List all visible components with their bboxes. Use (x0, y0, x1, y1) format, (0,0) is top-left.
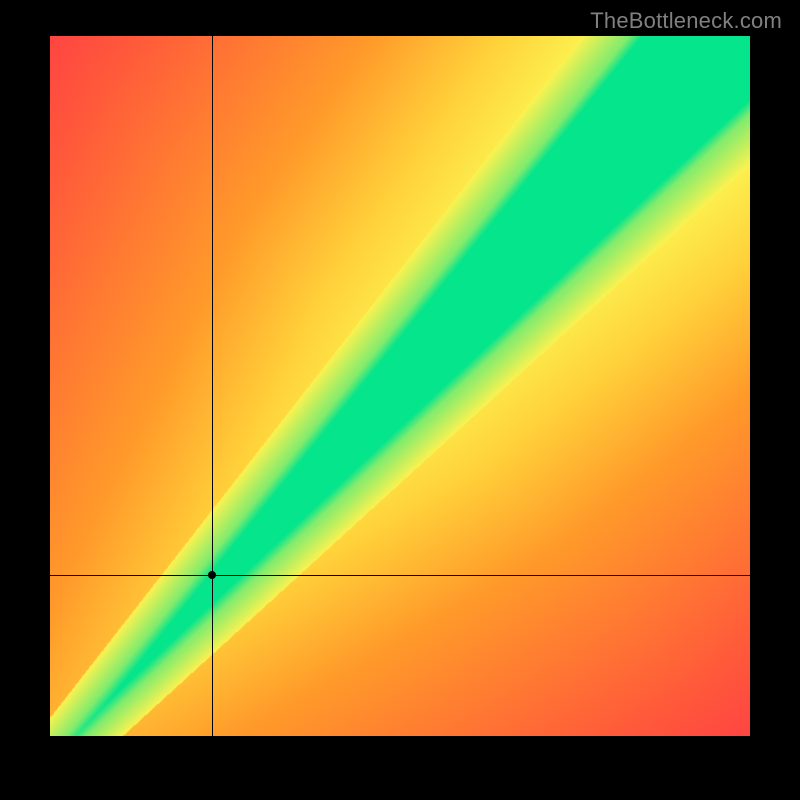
heatmap-plot-area (50, 36, 750, 736)
crosshair-vertical-line (212, 36, 213, 736)
crosshair-point-marker (208, 571, 216, 579)
watermark-text: TheBottleneck.com (590, 8, 782, 34)
bottleneck-heatmap (50, 36, 750, 736)
crosshair-horizontal-line (50, 575, 750, 576)
